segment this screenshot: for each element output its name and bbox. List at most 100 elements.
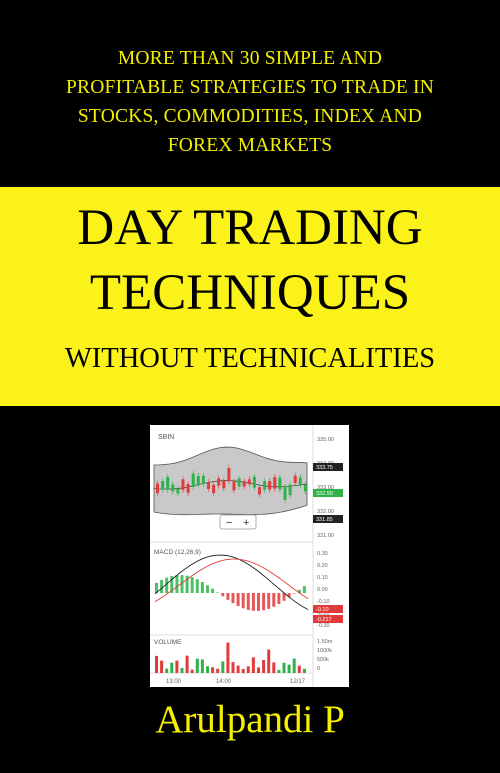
candle-body — [293, 475, 297, 483]
macd-histogram-bar — [216, 592, 220, 593]
macd-histogram-bar — [297, 589, 301, 593]
macd-histogram-bar — [155, 582, 158, 593]
candle-body — [222, 480, 226, 489]
volume-bar — [211, 667, 215, 673]
x-tick-label: 14:00 — [216, 679, 232, 685]
candle-body — [303, 484, 307, 492]
title-band: DAY TRADING TECHNIQUES WITHOUT TECHNICAL… — [0, 187, 500, 406]
volume-bar — [226, 642, 230, 673]
candle-body — [232, 481, 236, 491]
candle-body — [278, 477, 282, 490]
candle-body — [207, 482, 210, 489]
macd-tick-label: 0.10 — [317, 575, 328, 581]
price-tick-label: 332.00 — [317, 509, 334, 515]
macd-histogram-bar — [241, 593, 245, 609]
zoom-in-icon: + — [243, 517, 249, 529]
volume-label: VOLUME — [154, 639, 182, 646]
zoom-controls: − + — [219, 514, 257, 530]
macd-histogram-bar — [226, 593, 230, 600]
volume-tick-label: 500k — [317, 657, 329, 663]
macd-tag-label: -0.10 — [316, 607, 329, 613]
x-tick-label: 12/17 — [290, 679, 306, 685]
tagline: MORE THAN 30 SIMPLE AND PROFITABLE STRAT… — [0, 44, 500, 160]
volume-bar — [241, 668, 245, 673]
volume-bar — [302, 668, 306, 673]
volume-bar — [246, 666, 250, 673]
price-tick-label: 335.00 — [317, 437, 334, 443]
candle-body — [161, 481, 165, 490]
signal-line — [154, 558, 309, 603]
volume-tick-label: 1000k — [317, 648, 332, 654]
candle-body — [263, 481, 267, 490]
macd-tick-label: -0.20 — [317, 611, 330, 617]
macd-histogram-bar — [257, 593, 260, 611]
macd-histogram-bar — [180, 575, 184, 593]
macd-tag — [313, 605, 343, 613]
macd-label: MACD (12,26,9) — [154, 549, 201, 556]
candle-body — [156, 483, 159, 494]
candle-body — [171, 484, 175, 492]
macd-histogram-bar — [292, 593, 296, 594]
macd-tick-label: 0.00 — [317, 587, 328, 593]
volume-bar — [195, 658, 199, 673]
macd-histogram-bar — [200, 582, 204, 593]
candle-body — [252, 476, 256, 488]
candle-body — [247, 479, 251, 485]
macd-histogram-bar — [287, 593, 291, 598]
volume-bar — [267, 649, 271, 673]
chart-illustration: 335.00334.00333.00332.00331.00333.75332.… — [150, 425, 349, 687]
candle-body — [217, 478, 221, 486]
candle-body — [191, 473, 195, 487]
candle-body — [212, 484, 216, 494]
volume-bar — [257, 667, 260, 673]
volume-bar — [297, 665, 301, 673]
macd-tick-label: 0.20 — [317, 563, 328, 569]
title-line-1: DAY TRADING — [77, 200, 423, 256]
volume-bar — [216, 668, 220, 673]
macd-histogram-bar — [251, 593, 255, 611]
volume-bar — [175, 660, 179, 673]
price-tick-label: 331.00 — [317, 533, 334, 539]
candle-body — [298, 477, 302, 486]
price-tick-label: 333.00 — [317, 485, 334, 491]
macd-tick-label: 0.30 — [317, 551, 328, 557]
tagline-line: PROFITABLE STRATEGIES TO TRADE IN — [66, 77, 434, 98]
macd-tick-label: -0.10 — [317, 599, 330, 605]
moving-average-line — [153, 480, 308, 490]
macd-tag — [313, 615, 343, 623]
candle-body — [166, 476, 170, 490]
candle-body — [237, 478, 241, 487]
macd-histogram-bar — [221, 593, 225, 597]
macd-histogram-bar — [282, 593, 286, 601]
x-tick-label: 13:00 — [166, 679, 182, 685]
ticker-label: SBIN — [158, 434, 174, 441]
macd-histogram-bar — [302, 586, 306, 593]
volume-bar — [160, 660, 164, 673]
price-tag-label: 331.85 — [316, 517, 333, 523]
candle-body — [258, 487, 261, 495]
subtitle: WITHOUT TECHNICALITIES — [64, 343, 436, 374]
volume-bar — [221, 661, 225, 673]
candle-body — [201, 475, 205, 485]
macd-histogram-bar — [175, 575, 179, 593]
volume-tick-label: 0 — [317, 666, 320, 672]
macd-tag-label: -0.217 — [316, 617, 332, 623]
candle-body — [288, 484, 292, 496]
volume-bar — [170, 662, 174, 673]
volume-bar — [155, 655, 158, 673]
candle-body — [176, 488, 180, 494]
candle-body — [283, 486, 287, 500]
price-tag — [313, 515, 343, 523]
macd-histogram-bar — [272, 593, 276, 607]
macd-tick-label: -0.30 — [317, 623, 330, 629]
macd-panel — [154, 554, 309, 611]
volume-bar — [180, 667, 184, 673]
candle-body — [268, 481, 272, 490]
volume-bar — [287, 664, 291, 673]
price-panel — [153, 446, 308, 516]
macd-histogram-bar — [165, 577, 169, 593]
price-tag — [313, 489, 343, 497]
price-tag-label: 333.75 — [316, 465, 333, 471]
candle-body — [196, 475, 200, 485]
macd-histogram-bar — [170, 576, 174, 593]
